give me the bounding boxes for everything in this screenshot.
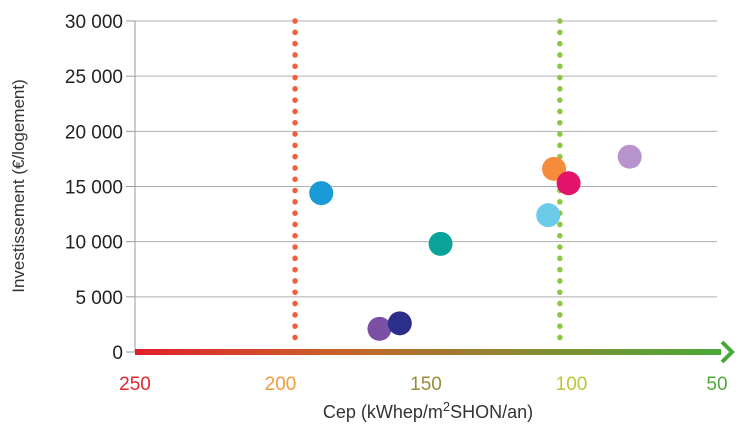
x-axis-label-prefix: Cep (kWhep/m: [323, 402, 443, 422]
x-axis-label-suffix: SHON/an): [450, 402, 533, 422]
data-point: [428, 231, 453, 256]
y-tick-label: 25 000: [65, 67, 123, 88]
reference-lines: [292, 18, 563, 349]
gridlines: [135, 20, 717, 298]
y-tick-label: 30 000: [65, 12, 123, 33]
y-tick-label: 5 000: [75, 288, 123, 309]
x-axis: 250 200 150 100 50: [119, 340, 735, 395]
y-tick-label: 10 000: [65, 233, 123, 254]
y-axis-label: Investissement (€/logement): [9, 79, 28, 293]
data-point: [556, 171, 581, 196]
x-axis-label: Cep (kWhep/m2SHON/an): [323, 399, 533, 422]
x-tick-label: 150: [410, 374, 442, 395]
x-axis-label-superscript: 2: [443, 399, 450, 414]
data-point: [309, 181, 334, 206]
x-tick-label: 200: [265, 374, 297, 395]
x-tick-label: 100: [556, 374, 588, 395]
y-tick-label: 15 000: [65, 178, 123, 199]
y-tick-label: 0: [112, 343, 123, 364]
data-point: [536, 203, 561, 228]
y-axis: 0 5 000 10 000 15 000 20 000 25 000 30 000: [65, 12, 136, 364]
data-points: [309, 144, 642, 341]
data-point: [617, 144, 642, 169]
x-tick-label: 50: [706, 374, 727, 395]
data-point: [367, 316, 392, 341]
x-axis-arrow: [720, 340, 735, 364]
x-axis-bar: [135, 349, 721, 355]
x-tick-label: 250: [119, 374, 151, 395]
data-point: [387, 311, 412, 336]
y-tick-label: 20 000: [65, 122, 123, 143]
